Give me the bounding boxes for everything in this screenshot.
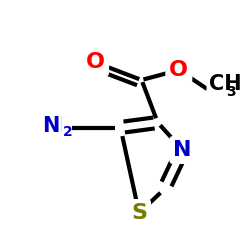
Text: 2: 2: [63, 126, 73, 140]
Text: O: O: [86, 52, 105, 72]
Text: N: N: [173, 140, 192, 160]
Text: 3: 3: [226, 86, 236, 100]
Text: N: N: [42, 116, 59, 136]
Text: CH: CH: [209, 74, 241, 94]
Text: H: H: [45, 116, 62, 136]
Text: S: S: [131, 203, 147, 223]
Text: O: O: [169, 60, 188, 80]
